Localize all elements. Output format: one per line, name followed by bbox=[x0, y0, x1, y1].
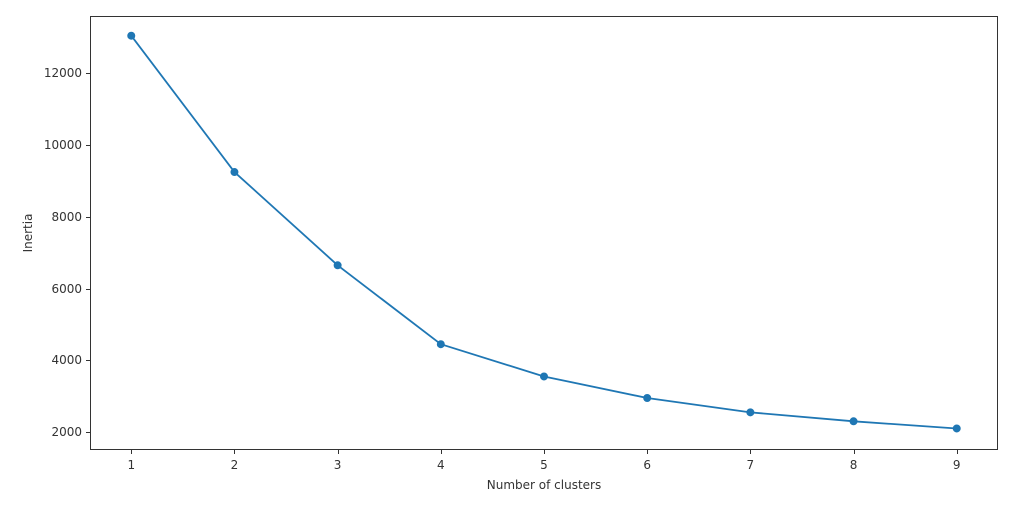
x-tick bbox=[441, 450, 442, 454]
y-tick bbox=[86, 360, 90, 361]
x-tick bbox=[750, 450, 751, 454]
spine-top bbox=[90, 16, 998, 17]
series-marker-inertia bbox=[644, 394, 651, 401]
y-tick bbox=[86, 73, 90, 74]
y-tick-label: 4000 bbox=[51, 353, 82, 367]
x-tick bbox=[131, 450, 132, 454]
x-tick-label: 9 bbox=[953, 458, 961, 472]
x-tick-label: 6 bbox=[643, 458, 651, 472]
spine-right bbox=[997, 16, 998, 450]
figure: Number of clusters Inertia 1 2 3 4 5 6 7 8 9 2000… bbox=[0, 0, 1024, 507]
x-tick-label: 4 bbox=[437, 458, 445, 472]
x-tick bbox=[338, 450, 339, 454]
series-marker-inertia bbox=[128, 32, 135, 39]
x-tick bbox=[234, 450, 235, 454]
y-tick-label: 6000 bbox=[51, 282, 82, 296]
series-marker-inertia bbox=[953, 425, 960, 432]
y-tick-label: 8000 bbox=[51, 210, 82, 224]
y-tick bbox=[86, 432, 90, 433]
y-tick-label: 2000 bbox=[51, 425, 82, 439]
series-line-inertia bbox=[131, 36, 956, 429]
series-marker-inertia bbox=[850, 418, 857, 425]
series-marker-inertia bbox=[541, 373, 548, 380]
x-tick-label: 7 bbox=[747, 458, 755, 472]
x-tick bbox=[854, 450, 855, 454]
series-marker-inertia bbox=[231, 169, 238, 176]
chart-svg bbox=[90, 16, 998, 450]
y-tick-label: 10000 bbox=[44, 138, 82, 152]
x-tick-label: 1 bbox=[127, 458, 135, 472]
x-tick bbox=[957, 450, 958, 454]
series-marker-inertia bbox=[334, 262, 341, 269]
spine-left bbox=[90, 16, 91, 450]
y-tick bbox=[86, 217, 90, 218]
y-tick bbox=[86, 145, 90, 146]
x-tick-label: 2 bbox=[231, 458, 239, 472]
y-tick bbox=[86, 289, 90, 290]
x-tick-label: 5 bbox=[540, 458, 548, 472]
y-axis-label: Inertia bbox=[21, 214, 35, 253]
x-tick-label: 3 bbox=[334, 458, 342, 472]
series-marker-inertia bbox=[437, 341, 444, 348]
plot-area bbox=[90, 16, 998, 450]
x-tick-label: 8 bbox=[850, 458, 858, 472]
x-tick bbox=[544, 450, 545, 454]
y-tick-label: 12000 bbox=[44, 66, 82, 80]
x-axis-label: Number of clusters bbox=[487, 478, 601, 492]
x-tick bbox=[647, 450, 648, 454]
series-marker-inertia bbox=[747, 409, 754, 416]
